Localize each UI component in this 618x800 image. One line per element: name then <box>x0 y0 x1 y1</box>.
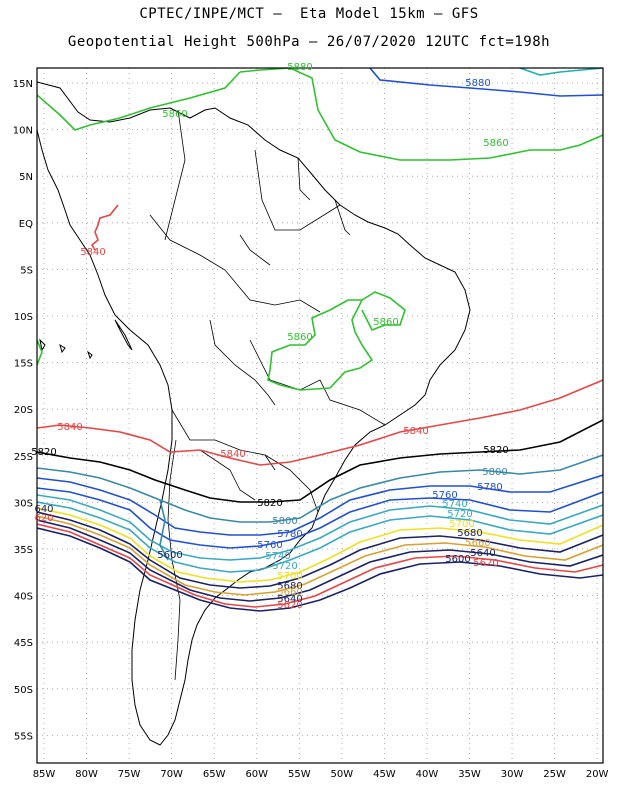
contour-label: 5660 <box>277 587 302 598</box>
map-frame <box>36 67 604 764</box>
contour-5700 <box>37 507 603 583</box>
contour-label: 5860 <box>373 317 398 328</box>
contour-5600 <box>37 527 603 612</box>
contour-label: 5720 <box>272 561 297 572</box>
latitude-tick-labels: 15N 10N 5N EQ 5S 10S 15S 20S 25S 30S 35S 40S 45S 50S 5… <box>13 79 33 742</box>
lat-tick-label: 55S <box>14 731 33 742</box>
contour-label: 5740 <box>442 499 467 510</box>
contour-label: 5740 <box>265 551 290 562</box>
contour-5860-north <box>37 68 603 161</box>
contour-label: 5640 <box>277 594 302 605</box>
contour-label: 5840 <box>220 449 245 460</box>
contour-label: 5800 <box>272 516 297 527</box>
lon-tick-label: 65W <box>203 769 226 780</box>
contour-5840 <box>37 379 603 466</box>
contour-5860-left <box>37 339 43 366</box>
contour-5640 <box>37 519 603 602</box>
contour-5880-top <box>239 68 291 73</box>
lat-tick-label: 5N <box>19 172 33 183</box>
lon-tick-label: 45W <box>373 769 396 780</box>
contour-label: 5620 <box>473 558 498 569</box>
lon-tick-label: 75W <box>118 769 141 780</box>
lat-tick-label: 35S <box>14 545 33 556</box>
contour-5880-blue <box>369 68 603 97</box>
lat-tick-label: 25S <box>14 452 33 463</box>
contour-label: 5600 <box>157 550 182 561</box>
contour-label: 5760 <box>257 540 282 551</box>
contour-label: 5840 <box>57 422 82 433</box>
contour-5840-amazon <box>90 204 119 251</box>
contour-5740 <box>37 494 603 561</box>
contour-label: 5680 <box>277 581 302 592</box>
contour-label: 5840 <box>80 247 105 258</box>
contour-5680 <box>37 511 603 589</box>
contour-label: 5700 <box>277 571 302 582</box>
contour-label: 5880 <box>287 62 312 73</box>
contour-label: 5780 <box>477 482 502 493</box>
lon-tick-label: 60W <box>245 769 268 780</box>
lat-tick-label: 30S <box>14 498 33 509</box>
lat-tick-label: 15N <box>13 79 33 90</box>
contour-5620 <box>37 523 603 608</box>
lat-tick-label: 40S <box>14 592 33 603</box>
contour-5720 <box>37 501 603 573</box>
lon-tick-label: 85W <box>33 769 56 780</box>
contour-5800-chile <box>159 499 169 561</box>
contour-label: 5880 <box>465 78 490 89</box>
contour-5760 <box>37 487 603 549</box>
contour-label: 5720 <box>447 509 472 520</box>
contour-label: 5860 <box>162 109 187 120</box>
chart-title-line2: Geopotential Height 500hPa – 26/07/2020 … <box>67 34 551 50</box>
contour-label: 5800 <box>482 467 507 478</box>
contour-5820 <box>37 419 603 503</box>
lon-tick-label: 70W <box>160 769 183 780</box>
contour-label: 620 <box>34 513 53 524</box>
contour-labels: 5880 5880 5860 5860 5840 5860 5860 5840 5840 5840… <box>31 62 508 611</box>
coastline <box>37 81 471 746</box>
contour-label: 5700 <box>449 519 474 530</box>
contour-label: 640 <box>34 504 53 515</box>
lon-tick-label: 30W <box>501 769 524 780</box>
lon-tick-label: 80W <box>75 769 98 780</box>
lat-tick-label: 20S <box>14 405 33 416</box>
lon-tick-label: 50W <box>331 769 354 780</box>
contour-5860-brazil <box>267 291 406 391</box>
contour-label: 5640 <box>470 548 495 559</box>
lat-tick-label: 50S <box>14 685 33 696</box>
contour-label: 5820 <box>31 447 56 458</box>
lat-tick-label: 15S <box>14 359 33 370</box>
lat-tick-label: 10N <box>13 126 33 137</box>
lat-tick-label: 45S <box>14 638 33 649</box>
contour-lines <box>37 68 603 612</box>
contour-label: 5820 <box>257 498 282 509</box>
contour-label: 5840 <box>403 426 428 437</box>
lat-tick-label: EQ <box>19 219 33 230</box>
lon-tick-label: 55W <box>288 769 311 780</box>
contour-label: 5780 <box>277 529 302 540</box>
contour-5880-teal <box>519 68 603 76</box>
contour-label: 5600 <box>445 554 470 565</box>
contour-label: 5660 <box>465 538 490 549</box>
chart-title-line1: CPTEC/INPE/MCT – Eta Model 15km – GFS <box>139 6 479 22</box>
lon-tick-label: 25W <box>543 769 566 780</box>
contour-5800 <box>37 454 603 523</box>
contour-label: 5680 <box>457 528 482 539</box>
contour-label: 5820 <box>483 445 508 456</box>
lon-tick-label: 40W <box>416 769 439 780</box>
contour-label: 5860 <box>483 138 508 149</box>
lon-tick-label: 20W <box>586 769 609 780</box>
lon-tick-label: 35W <box>458 769 481 780</box>
lat-tick-label: 10S <box>14 312 33 323</box>
contour-label: 5760 <box>432 490 457 501</box>
contour-label: 5620 <box>277 600 302 611</box>
contour-5780 <box>37 474 603 536</box>
longitude-tick-labels: 85W 80W 75W 70W 65W 60W 55W 50W 45W 40W 35W 30W 25W 2… <box>33 769 609 780</box>
lat-lon-grid <box>37 68 603 763</box>
lat-tick-label: 5S <box>20 265 33 276</box>
contour-label: 5860 <box>287 332 312 343</box>
contour-5660 <box>37 515 603 596</box>
